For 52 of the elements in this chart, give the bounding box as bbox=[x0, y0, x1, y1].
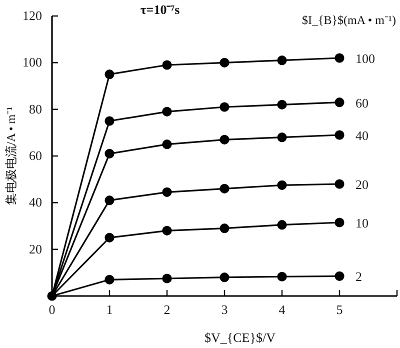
series-label: 10 bbox=[356, 216, 368, 230]
x-tick-label: 2 bbox=[164, 302, 170, 317]
point bbox=[220, 102, 230, 112]
y-tick-label: 120 bbox=[22, 8, 42, 23]
point bbox=[220, 224, 230, 234]
series-label: 60 bbox=[356, 95, 368, 110]
point bbox=[162, 226, 172, 236]
point bbox=[334, 130, 344, 140]
point bbox=[277, 100, 287, 110]
point bbox=[104, 116, 114, 126]
series-label: 20 bbox=[356, 177, 368, 192]
point bbox=[334, 271, 344, 281]
y-tick-label: 40 bbox=[29, 194, 42, 210]
series-label: 2 bbox=[356, 269, 362, 284]
x-tick-label: 5 bbox=[336, 302, 343, 317]
y-tick-label: 100 bbox=[22, 54, 42, 70]
x-tick-label: 4 bbox=[278, 302, 286, 317]
point bbox=[220, 272, 230, 282]
point bbox=[220, 184, 230, 194]
point bbox=[334, 218, 344, 228]
point bbox=[220, 58, 230, 68]
point bbox=[277, 272, 287, 282]
point bbox=[104, 148, 114, 158]
point bbox=[162, 187, 172, 197]
point bbox=[162, 60, 172, 70]
point bbox=[104, 232, 114, 242]
point bbox=[104, 274, 114, 284]
point bbox=[162, 106, 172, 116]
x-tick-label: 0 bbox=[48, 302, 56, 317]
legend-title: $I_{B}$(mA • m⁻¹) bbox=[302, 13, 396, 27]
y-tick-label: 80 bbox=[29, 101, 42, 116]
y-tick-label: 20 bbox=[29, 241, 42, 256]
x-axis-title: $V_{CE}$/V bbox=[204, 330, 276, 345]
point bbox=[334, 53, 344, 63]
point bbox=[277, 56, 287, 66]
point bbox=[277, 220, 287, 230]
point bbox=[104, 196, 114, 206]
x-tick-label: 1 bbox=[106, 302, 113, 317]
series-label: 40 bbox=[356, 128, 368, 143]
point bbox=[277, 132, 287, 142]
y-tick-label: 60 bbox=[29, 148, 42, 163]
y-axis-title: 集电极电流/A • m⁻¹ bbox=[4, 106, 18, 206]
point bbox=[104, 70, 114, 80]
point bbox=[162, 274, 172, 284]
point bbox=[277, 180, 287, 190]
series-label: 100 bbox=[356, 51, 375, 66]
point bbox=[220, 134, 230, 144]
point bbox=[334, 98, 344, 108]
x-tick-label: 3 bbox=[221, 302, 228, 317]
point bbox=[162, 140, 172, 150]
point bbox=[334, 179, 344, 189]
chart-title: τ=10⁻⁷s bbox=[140, 2, 180, 17]
